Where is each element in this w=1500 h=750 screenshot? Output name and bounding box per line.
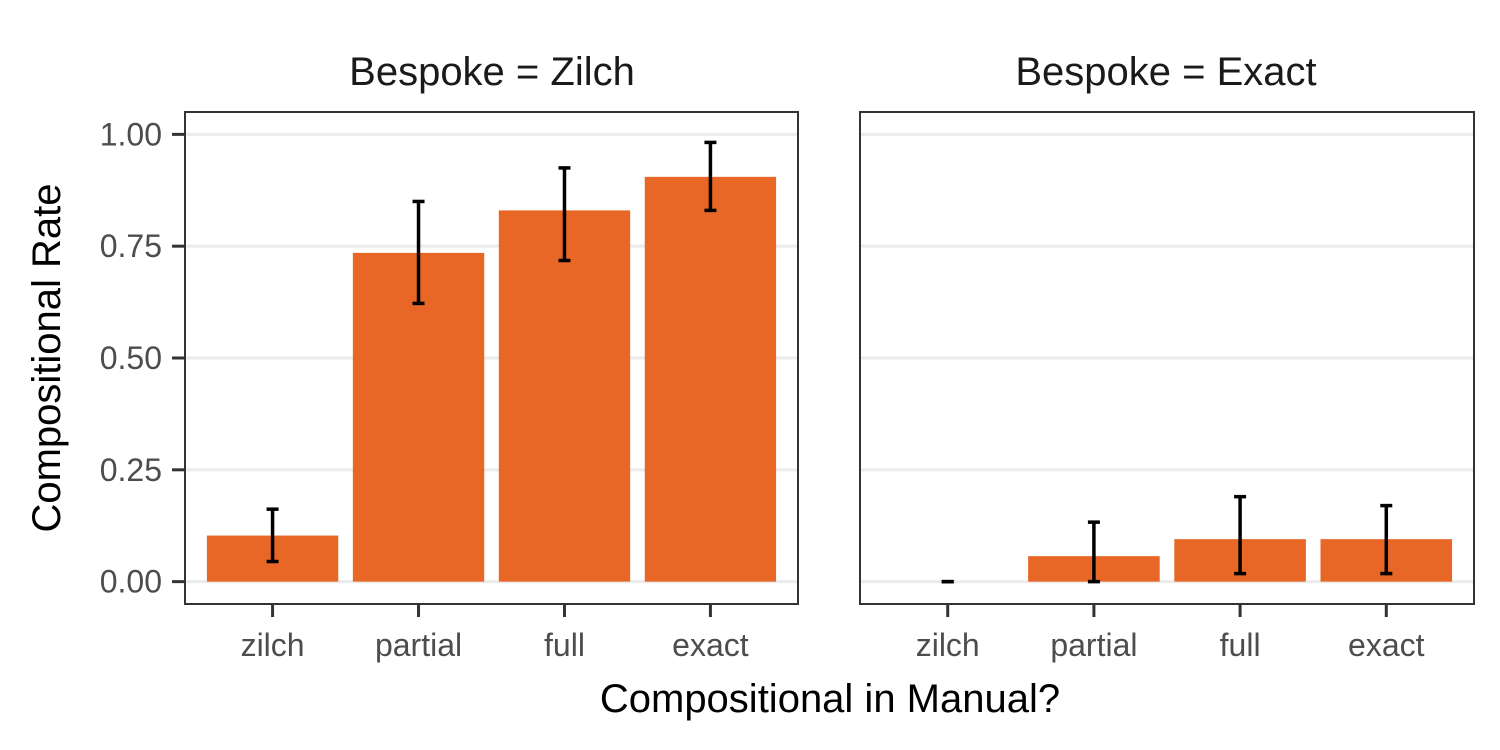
bar-full (498, 210, 631, 582)
panel-bespoke-zilch: Bespoke = Zilch zilch partial full exact (184, 50, 799, 663)
strip-label: Bespoke = Zilch (349, 50, 635, 94)
y-tick-labels: 0.00 0.25 0.50 0.75 1.00 (100, 116, 185, 600)
error-bar-exact (1380, 503, 1393, 576)
y-tick-label: 0.25 (100, 452, 162, 488)
y-tick-label: 0.50 (100, 340, 162, 376)
x-tick-label-full: full (544, 627, 585, 663)
gridlines (860, 132, 1474, 584)
x-axis-title: Compositional in Manual? (600, 677, 1060, 721)
x-tick-label-partial: partial (375, 627, 462, 663)
x-tick-label-exact: exact (672, 627, 749, 663)
y-tick-label: 1.00 (100, 116, 162, 152)
error-bar-partial (412, 199, 425, 306)
x-tick-label-full: full (1220, 627, 1261, 663)
error-bar-exact (704, 140, 717, 213)
x-tick-label-zilch: zilch (241, 627, 305, 663)
panel-border (859, 111, 1475, 605)
x-tick-label-partial: partial (1050, 627, 1137, 663)
y-tick-label: 0.00 (100, 564, 162, 600)
bar-exact (644, 176, 777, 582)
y-tick-label: 0.75 (100, 228, 162, 264)
x-tick-label-zilch: zilch (916, 627, 980, 663)
panel-bespoke-exact: Bespoke = Exact zilch partial full exact (859, 50, 1475, 663)
bar-partial (352, 252, 485, 582)
panel-border (184, 111, 799, 605)
error-bar-full (558, 166, 571, 263)
y-axis-title: Compositional Rate (25, 183, 69, 532)
error-bar-partial (1087, 520, 1100, 584)
x-tick-label-exact: exact (1348, 627, 1425, 663)
error-bar-full (1234, 494, 1247, 576)
strip-label: Bespoke = Exact (1015, 50, 1316, 94)
error-bar-zilch (266, 507, 279, 564)
